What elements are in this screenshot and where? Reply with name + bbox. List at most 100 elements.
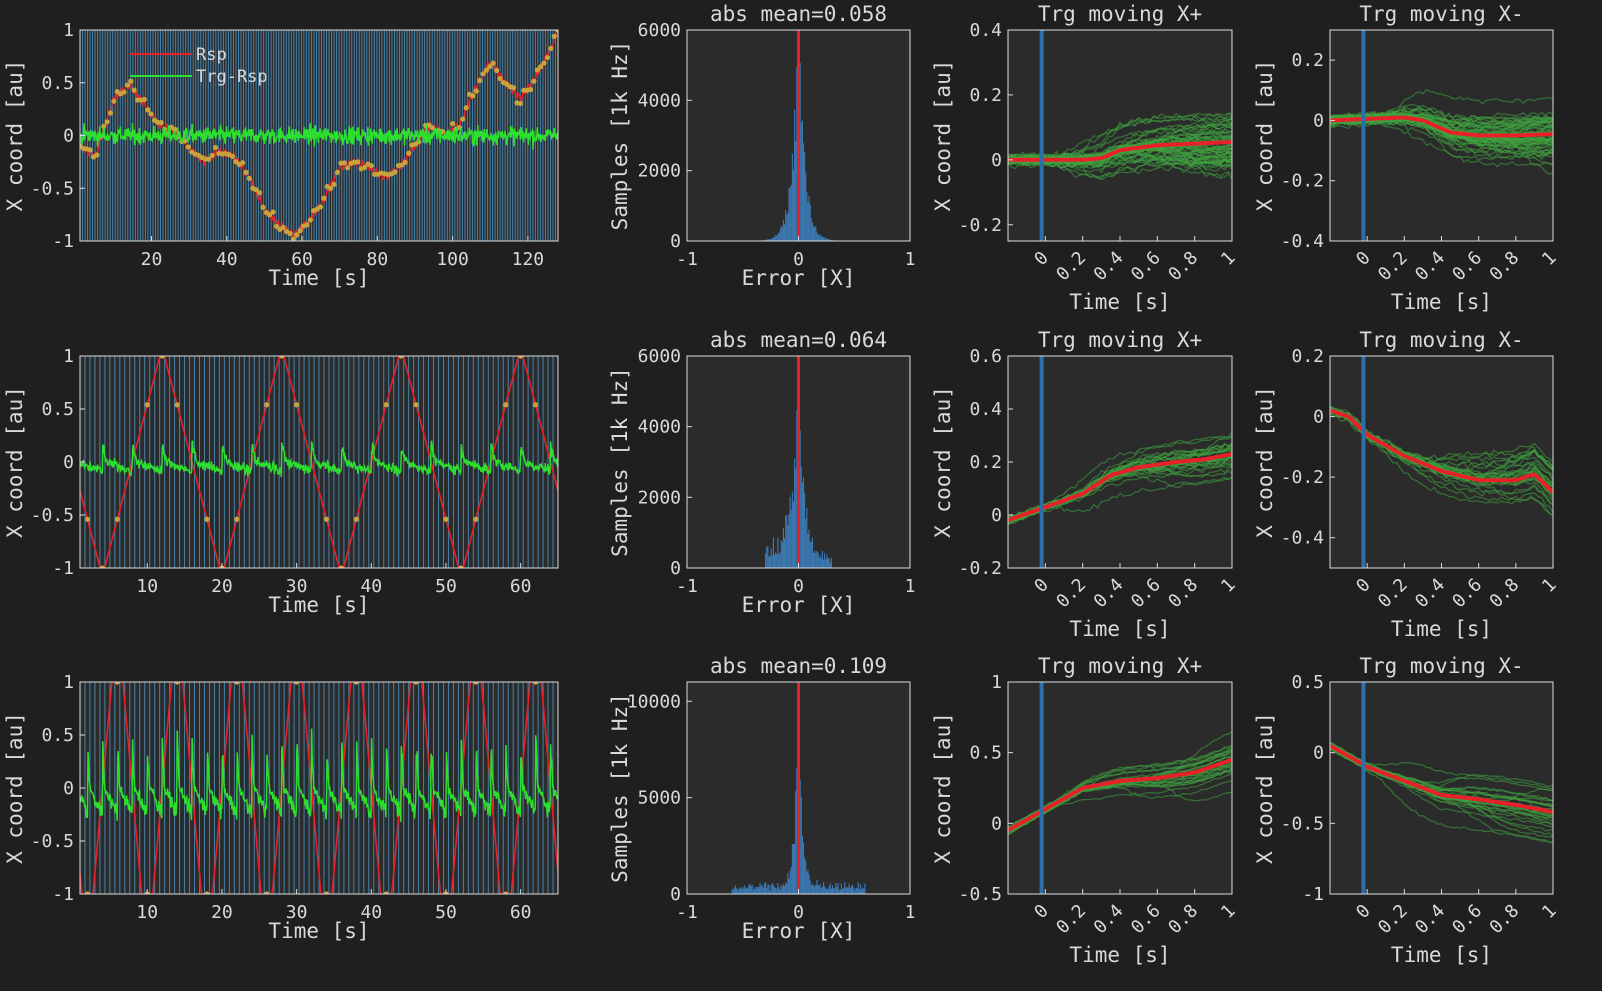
ytick-label: 5000: [638, 788, 681, 809]
plot-content: [1008, 30, 1232, 241]
histogram-bar: [771, 238, 773, 241]
histogram-bar: [772, 236, 774, 241]
xtick-label: 0.6: [1448, 574, 1486, 612]
histogram-bar: [816, 880, 818, 894]
target-marker: [383, 891, 389, 894]
histogram-bar: [830, 239, 832, 241]
xtick-label: 0.8: [1164, 900, 1202, 938]
xtick-label: 0.6: [1127, 900, 1165, 938]
histogram-bar: [794, 843, 796, 894]
histogram-bar: [762, 887, 764, 894]
histogram-bar: [825, 238, 827, 241]
y-axis-label: X coord [au]: [931, 712, 955, 864]
trial-line: [1330, 120, 1553, 142]
target-marker: [473, 88, 479, 94]
xtick-label: 0: [1352, 247, 1375, 270]
histogram-bar: [785, 209, 787, 241]
target-marker: [264, 402, 270, 408]
histogram-bar: [773, 886, 776, 894]
histogram-bar: [814, 886, 816, 894]
trial-line: [1008, 476, 1232, 525]
xtick-label: 50: [435, 902, 457, 923]
histogram-bar: [845, 887, 847, 894]
histogram-bar: [801, 835, 803, 894]
histogram-bar: [746, 887, 748, 894]
target-marker: [229, 153, 236, 160]
histogram-bar: [778, 232, 780, 241]
ytick-label: -1: [52, 884, 74, 905]
y-axis-label: X coord [au]: [3, 712, 27, 864]
histogram-bar: [785, 515, 787, 568]
histogram-bar: [800, 466, 802, 568]
target-marker: [383, 402, 389, 408]
x-axis-label: Time [s]: [1391, 943, 1492, 967]
target-marker: [405, 150, 412, 156]
target-marker: [353, 516, 359, 522]
ytick-label: 0: [670, 558, 681, 579]
target-marker: [243, 169, 249, 175]
xtick-label: 0.8: [1486, 247, 1524, 285]
target-marker: [548, 45, 554, 52]
histogram-bar: [811, 222, 813, 241]
histogram-bar: [804, 857, 806, 894]
xtick-label: 1: [905, 249, 916, 270]
x-axis-label: Error [X]: [742, 266, 856, 290]
histogram-bar: [800, 122, 802, 241]
histogram-bar: [766, 546, 768, 568]
histogram-bar: [772, 885, 774, 894]
panel-title: abs mean=0.064: [710, 328, 887, 352]
ytick-label: 10000: [627, 691, 681, 712]
xtick-label: 0: [793, 249, 804, 270]
xtick-label: 0: [793, 902, 804, 923]
target-marker: [209, 152, 215, 159]
histogram-bar: [765, 553, 767, 568]
target-marker: [473, 516, 479, 522]
histogram-bar: [808, 195, 810, 241]
histogram-bar: [850, 886, 853, 894]
xtick-label: 60: [510, 902, 532, 923]
histogram-bar: [776, 235, 778, 241]
histogram-bar: [838, 889, 840, 894]
target-marker: [121, 89, 127, 95]
mean-line: [1008, 757, 1232, 833]
xtick-label: 1: [1217, 574, 1240, 597]
target-marker: [527, 86, 534, 93]
target-marker: [458, 565, 464, 568]
histogram-bar: [790, 866, 792, 894]
target-marker: [551, 33, 557, 39]
target-marker: [487, 63, 493, 70]
histogram-bar: [784, 538, 786, 568]
ytick-label: -1: [52, 231, 74, 252]
histogram-bar: [775, 887, 777, 894]
trial-line: [1330, 412, 1553, 505]
panel-title: Trg moving X+: [1038, 2, 1202, 26]
target-marker: [518, 356, 524, 359]
target-marker: [345, 165, 351, 171]
histogram-bar: [784, 885, 786, 894]
target-marker: [111, 98, 117, 104]
histogram-bar: [827, 238, 829, 241]
histogram-bar: [757, 887, 759, 894]
histogram-bar: [794, 109, 796, 241]
histogram-bar: [836, 886, 838, 894]
histogram-bar: [815, 226, 817, 241]
histogram-bar: [770, 884, 772, 894]
histogram-bar: [864, 883, 866, 894]
histogram-bar: [785, 882, 787, 894]
ytick-label: 0.5: [41, 725, 74, 746]
histogram-bar: [792, 501, 795, 568]
x-axis-label: Time [s]: [1069, 617, 1170, 641]
ytick-label: -0.2: [1281, 171, 1324, 192]
histogram-bar: [789, 870, 791, 894]
histogram-bar: [767, 239, 769, 241]
histogram-bar: [809, 204, 811, 241]
y-axis-label: X coord [au]: [931, 386, 955, 538]
histogram-bar: [792, 169, 795, 241]
histogram-bar: [829, 562, 831, 568]
target-marker: [290, 236, 297, 241]
target-marker: [323, 516, 330, 522]
plot-content: [1330, 30, 1553, 241]
